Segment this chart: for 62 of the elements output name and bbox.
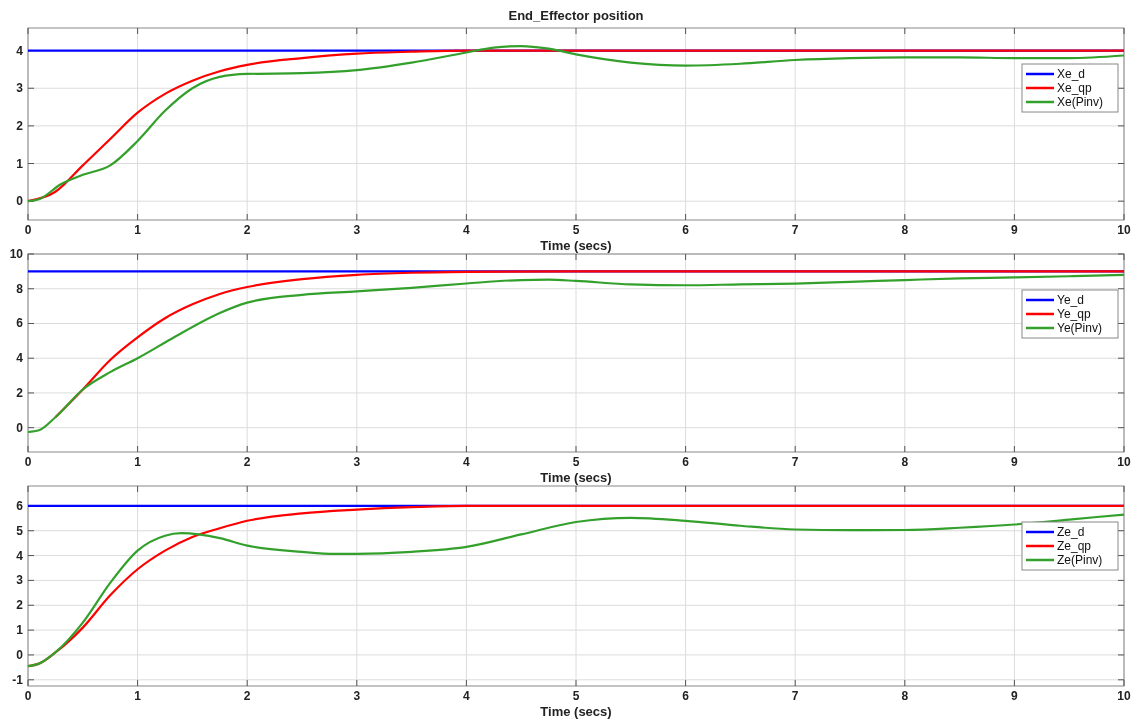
- x-tick-label: 4: [463, 455, 471, 469]
- y-tick-label: 8: [16, 281, 24, 296]
- legend-label: Xe_qp: [1057, 81, 1093, 95]
- y-tick-label: 6: [16, 498, 24, 513]
- x-tick-label: 5: [572, 223, 580, 237]
- legend-label: Xe(Pinv): [1057, 95, 1104, 109]
- x-axis-title: Time (secs): [540, 470, 612, 485]
- x-tick-label: 1: [134, 223, 142, 237]
- x-tick-label: 3: [353, 689, 361, 703]
- x-tick-label: 5: [572, 455, 580, 469]
- x-tick-label: 7: [791, 223, 799, 237]
- x-tick-label: 2: [243, 689, 251, 703]
- x-tick-label: 7: [791, 455, 799, 469]
- y-tick-label: 3: [16, 573, 24, 588]
- x-tick-label: 3: [353, 223, 361, 237]
- y-tick-label: 2: [16, 598, 24, 613]
- x-tick-label: 7: [791, 689, 799, 703]
- x-tick-label: 6: [682, 455, 690, 469]
- x-tick-label: 4: [463, 223, 471, 237]
- x-axis-title: Time (secs): [540, 704, 612, 719]
- x-tick-label: 1: [134, 455, 142, 469]
- y-tick-label: 2: [16, 118, 24, 133]
- y-tick-label: 1: [16, 623, 24, 638]
- x-tick-label: 9: [1011, 455, 1019, 469]
- x-tick-label: 6: [682, 223, 690, 237]
- legend-label: Ye(Pinv): [1057, 321, 1102, 335]
- x-tick-label: 8: [901, 689, 909, 703]
- x-tick-label: 10: [1117, 223, 1131, 237]
- y-tick-label: 0: [16, 194, 24, 209]
- x-tick-label: 2: [243, 223, 251, 237]
- x-tick-label: 3: [353, 455, 361, 469]
- y-tick-label: 1: [16, 156, 24, 171]
- legend-label: Ze_d: [1057, 525, 1085, 539]
- y-tick-label: 3: [16, 81, 24, 96]
- y-tick-label: 6: [16, 316, 24, 331]
- x-axis-title: Time (secs): [540, 238, 612, 253]
- chart-title: End_Effector position: [508, 8, 644, 23]
- legend-label: Xe_d: [1057, 67, 1086, 81]
- x-tick-label: 1: [134, 689, 142, 703]
- x-tick-label: 5: [572, 689, 580, 703]
- x-tick-label: 2: [243, 455, 251, 469]
- y-tick-label: 2: [16, 385, 24, 400]
- legend-label: Ye_d: [1057, 293, 1084, 307]
- y-tick-label: 5: [16, 523, 24, 538]
- x-tick-label: 9: [1011, 689, 1019, 703]
- x-tick-label: 8: [901, 455, 909, 469]
- x-tick-label: 8: [901, 223, 909, 237]
- x-tick-label: 4: [463, 689, 471, 703]
- y-tick-label: 0: [16, 420, 24, 435]
- x-tick-label: 10: [1117, 455, 1131, 469]
- legend-label: Ze_qp: [1057, 539, 1092, 553]
- y-tick-label: 4: [16, 43, 24, 58]
- x-tick-label: 9: [1011, 223, 1019, 237]
- y-tick-label: 10: [9, 247, 24, 261]
- y-tick-label: -1: [12, 672, 24, 687]
- x-tick-label: 6: [682, 689, 690, 703]
- y-tick-label: 4: [16, 548, 24, 563]
- legend-label: Ye_qp: [1057, 307, 1091, 321]
- x-tick-label: 10: [1117, 689, 1131, 703]
- legend-label: Ze(Pinv): [1057, 553, 1103, 567]
- y-tick-label: 4: [16, 351, 24, 366]
- y-tick-label: 0: [16, 647, 24, 662]
